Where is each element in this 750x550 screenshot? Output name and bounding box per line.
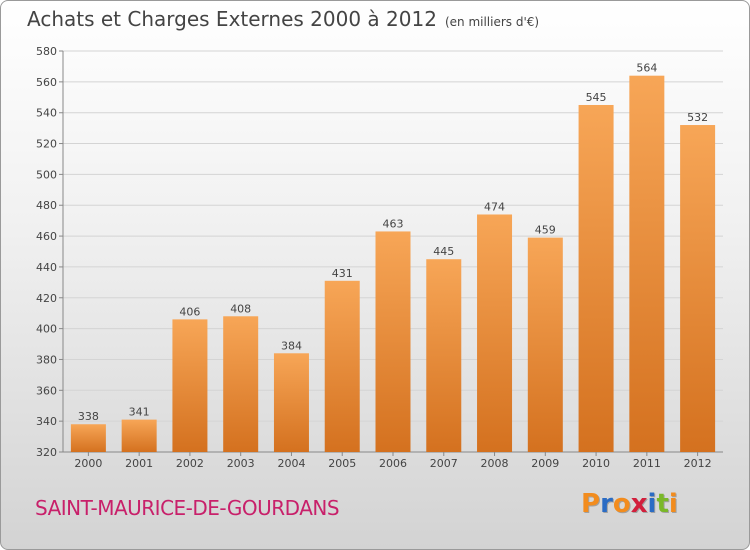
logo-letter: i [647, 489, 657, 519]
x-tick-label: 2003 [227, 457, 255, 470]
bar [223, 316, 259, 452]
y-tick-label: 480 [36, 199, 57, 212]
y-tick-label: 420 [36, 292, 57, 305]
y-tick-label: 360 [36, 384, 57, 397]
chart-title: Achats et Charges Externes 2000 à 2012 (e… [27, 7, 539, 31]
chart-title-text: Achats et Charges Externes 2000 à 2012 [27, 7, 437, 31]
bar [426, 259, 462, 452]
bar [680, 125, 716, 453]
bar-value-label: 431 [332, 267, 353, 280]
bars [70, 75, 716, 453]
bar-value-label: 341 [129, 406, 150, 419]
x-tick-label: 2005 [328, 457, 356, 470]
bar-value-label: 445 [433, 245, 454, 258]
bar [578, 104, 614, 452]
bar [375, 231, 411, 452]
y-tick-label: 340 [36, 415, 57, 428]
logo-letter: i [668, 489, 678, 519]
logo-letter: o [612, 489, 631, 519]
x-tick-label: 2012 [684, 457, 712, 470]
bar-value-label: 532 [687, 111, 708, 124]
y-tick-label: 520 [36, 138, 57, 151]
bar-value-label: 338 [78, 410, 99, 423]
y-tick-label: 320 [36, 446, 57, 459]
commune-name: SAINT-MAURICE-DE-GOURDANS [35, 496, 340, 520]
x-tick-label: 2000 [74, 457, 102, 470]
y-tick-label: 440 [36, 261, 57, 274]
labels: 320 340 360 380 400 420 440 460 480 500 520 540 560 5… [36, 45, 712, 470]
bar [477, 214, 513, 452]
x-tick-label: 2009 [531, 457, 559, 470]
x-tick-label: 2006 [379, 457, 407, 470]
logo-letter: t [656, 489, 669, 519]
bar [273, 353, 309, 452]
bar [324, 280, 360, 452]
x-tick-label: 2010 [582, 457, 610, 470]
x-tick-label: 2004 [277, 457, 305, 470]
x-tick-label: 2008 [481, 457, 509, 470]
y-tick-label: 560 [36, 76, 57, 89]
y-tick-label: 580 [36, 45, 57, 58]
logo-letter: P [581, 489, 601, 519]
bar-value-label: 408 [230, 302, 251, 315]
y-tick-label: 500 [36, 168, 57, 181]
bar-value-label: 459 [535, 224, 556, 237]
bar [629, 75, 665, 452]
proxiti-logo[interactable]: Proxiti [581, 489, 678, 519]
bar-value-label: 474 [484, 200, 505, 213]
bar [172, 319, 208, 452]
bar [121, 419, 157, 452]
bar [70, 424, 106, 452]
bar-value-label: 564 [636, 62, 657, 75]
logo-letter: r [600, 489, 613, 519]
x-tick-label: 2007 [430, 457, 458, 470]
bar-value-label: 463 [383, 217, 404, 230]
y-tick-label: 540 [36, 107, 57, 120]
y-tick-label: 400 [36, 323, 57, 336]
y-tick-label: 380 [36, 353, 57, 366]
bar-value-label: 384 [281, 339, 302, 352]
bar [527, 237, 563, 452]
x-tick-label: 2011 [633, 457, 661, 470]
x-tick-label: 2002 [176, 457, 204, 470]
y-tick-label: 460 [36, 230, 57, 243]
chart-subtitle: (en milliers d'€) [444, 15, 540, 29]
logo-letter: x [630, 489, 648, 519]
bar-value-label: 406 [179, 305, 200, 318]
x-tick-label: 2001 [125, 457, 153, 470]
bar-value-label: 545 [586, 91, 607, 104]
